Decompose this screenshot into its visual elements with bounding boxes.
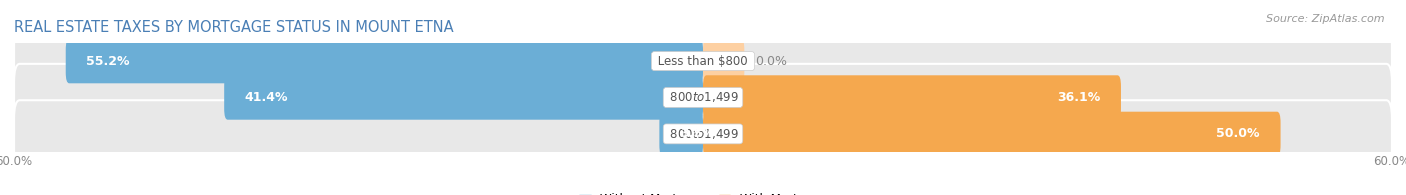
FancyBboxPatch shape (703, 112, 1281, 156)
Text: 50.0%: 50.0% (1216, 127, 1260, 140)
Text: 55.2%: 55.2% (86, 55, 129, 68)
Text: 36.1%: 36.1% (1057, 91, 1101, 104)
Text: 41.4%: 41.4% (245, 91, 288, 104)
Text: 3.5%: 3.5% (681, 127, 714, 140)
FancyBboxPatch shape (224, 75, 703, 120)
Legend: Without Mortgage, With Mortgage: Without Mortgage, With Mortgage (579, 193, 827, 195)
FancyBboxPatch shape (14, 100, 1392, 168)
FancyBboxPatch shape (14, 27, 1392, 95)
Text: $800 to $1,499: $800 to $1,499 (666, 90, 740, 105)
Text: 0.0%: 0.0% (755, 55, 787, 68)
FancyBboxPatch shape (703, 39, 744, 83)
Text: $800 to $1,499: $800 to $1,499 (666, 127, 740, 141)
Text: REAL ESTATE TAXES BY MORTGAGE STATUS IN MOUNT ETNA: REAL ESTATE TAXES BY MORTGAGE STATUS IN … (14, 20, 454, 35)
Text: Source: ZipAtlas.com: Source: ZipAtlas.com (1267, 14, 1385, 24)
FancyBboxPatch shape (14, 64, 1392, 131)
FancyBboxPatch shape (66, 39, 703, 83)
FancyBboxPatch shape (703, 75, 1121, 120)
Text: Less than $800: Less than $800 (654, 55, 752, 68)
FancyBboxPatch shape (659, 112, 703, 156)
